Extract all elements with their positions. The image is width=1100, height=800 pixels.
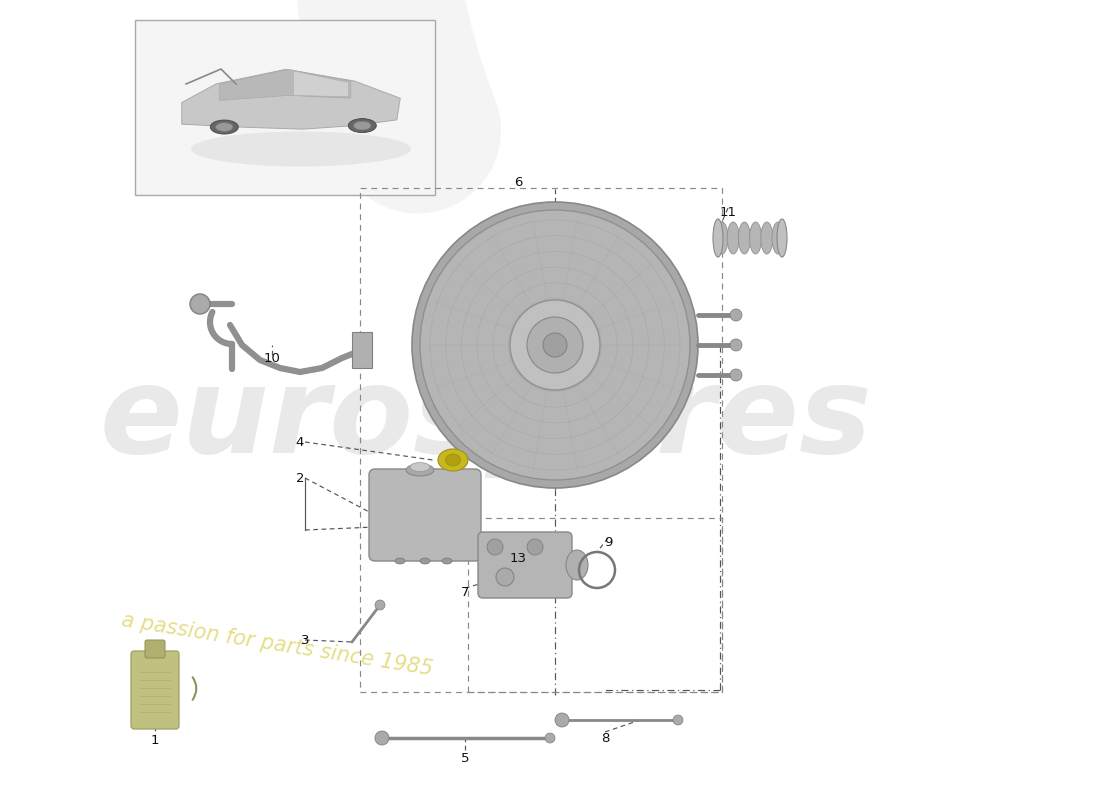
Circle shape bbox=[543, 333, 566, 357]
Text: 13: 13 bbox=[509, 551, 527, 565]
Ellipse shape bbox=[749, 222, 761, 254]
Ellipse shape bbox=[395, 558, 405, 564]
Text: 5: 5 bbox=[461, 751, 470, 765]
Circle shape bbox=[412, 202, 698, 488]
Text: 8: 8 bbox=[601, 731, 609, 745]
Ellipse shape bbox=[727, 222, 739, 254]
Ellipse shape bbox=[566, 550, 588, 580]
Polygon shape bbox=[182, 70, 400, 129]
Ellipse shape bbox=[349, 118, 376, 133]
Circle shape bbox=[487, 539, 503, 555]
Text: 9: 9 bbox=[604, 535, 613, 549]
FancyBboxPatch shape bbox=[131, 651, 179, 729]
Circle shape bbox=[730, 309, 743, 321]
Ellipse shape bbox=[406, 464, 434, 476]
Ellipse shape bbox=[772, 222, 784, 254]
Circle shape bbox=[730, 339, 743, 351]
Text: 1: 1 bbox=[151, 734, 160, 746]
Ellipse shape bbox=[716, 222, 728, 254]
FancyBboxPatch shape bbox=[478, 532, 572, 598]
Polygon shape bbox=[294, 71, 349, 97]
Bar bbox=[352, 332, 372, 368]
Ellipse shape bbox=[191, 131, 411, 166]
Text: 4: 4 bbox=[296, 435, 305, 449]
Circle shape bbox=[527, 539, 543, 555]
Circle shape bbox=[190, 294, 210, 314]
Circle shape bbox=[375, 731, 389, 745]
Circle shape bbox=[730, 369, 743, 381]
Circle shape bbox=[496, 568, 514, 586]
Text: 7: 7 bbox=[461, 586, 470, 598]
Circle shape bbox=[556, 713, 569, 727]
Ellipse shape bbox=[713, 219, 723, 257]
Ellipse shape bbox=[210, 120, 239, 134]
Ellipse shape bbox=[420, 558, 430, 564]
Ellipse shape bbox=[761, 222, 773, 254]
Circle shape bbox=[527, 317, 583, 373]
Circle shape bbox=[673, 715, 683, 725]
Text: 11: 11 bbox=[719, 206, 737, 218]
FancyBboxPatch shape bbox=[368, 469, 481, 561]
Text: 3: 3 bbox=[300, 634, 309, 646]
Text: eurospares: eurospares bbox=[100, 362, 872, 478]
Ellipse shape bbox=[353, 122, 371, 130]
Ellipse shape bbox=[410, 462, 430, 471]
Ellipse shape bbox=[216, 122, 233, 131]
Circle shape bbox=[510, 300, 600, 390]
Bar bbox=[135, 20, 435, 195]
FancyBboxPatch shape bbox=[145, 640, 165, 658]
Circle shape bbox=[375, 600, 385, 610]
Ellipse shape bbox=[442, 558, 452, 564]
Ellipse shape bbox=[777, 219, 786, 257]
Circle shape bbox=[544, 733, 556, 743]
Text: 10: 10 bbox=[264, 351, 280, 365]
Ellipse shape bbox=[438, 449, 468, 471]
Circle shape bbox=[420, 210, 690, 480]
Text: a passion for parts since 1985: a passion for parts since 1985 bbox=[120, 610, 434, 679]
Polygon shape bbox=[220, 70, 351, 101]
Text: 6: 6 bbox=[514, 175, 522, 189]
Text: 2: 2 bbox=[296, 471, 305, 485]
Ellipse shape bbox=[738, 222, 750, 254]
Ellipse shape bbox=[446, 454, 461, 466]
